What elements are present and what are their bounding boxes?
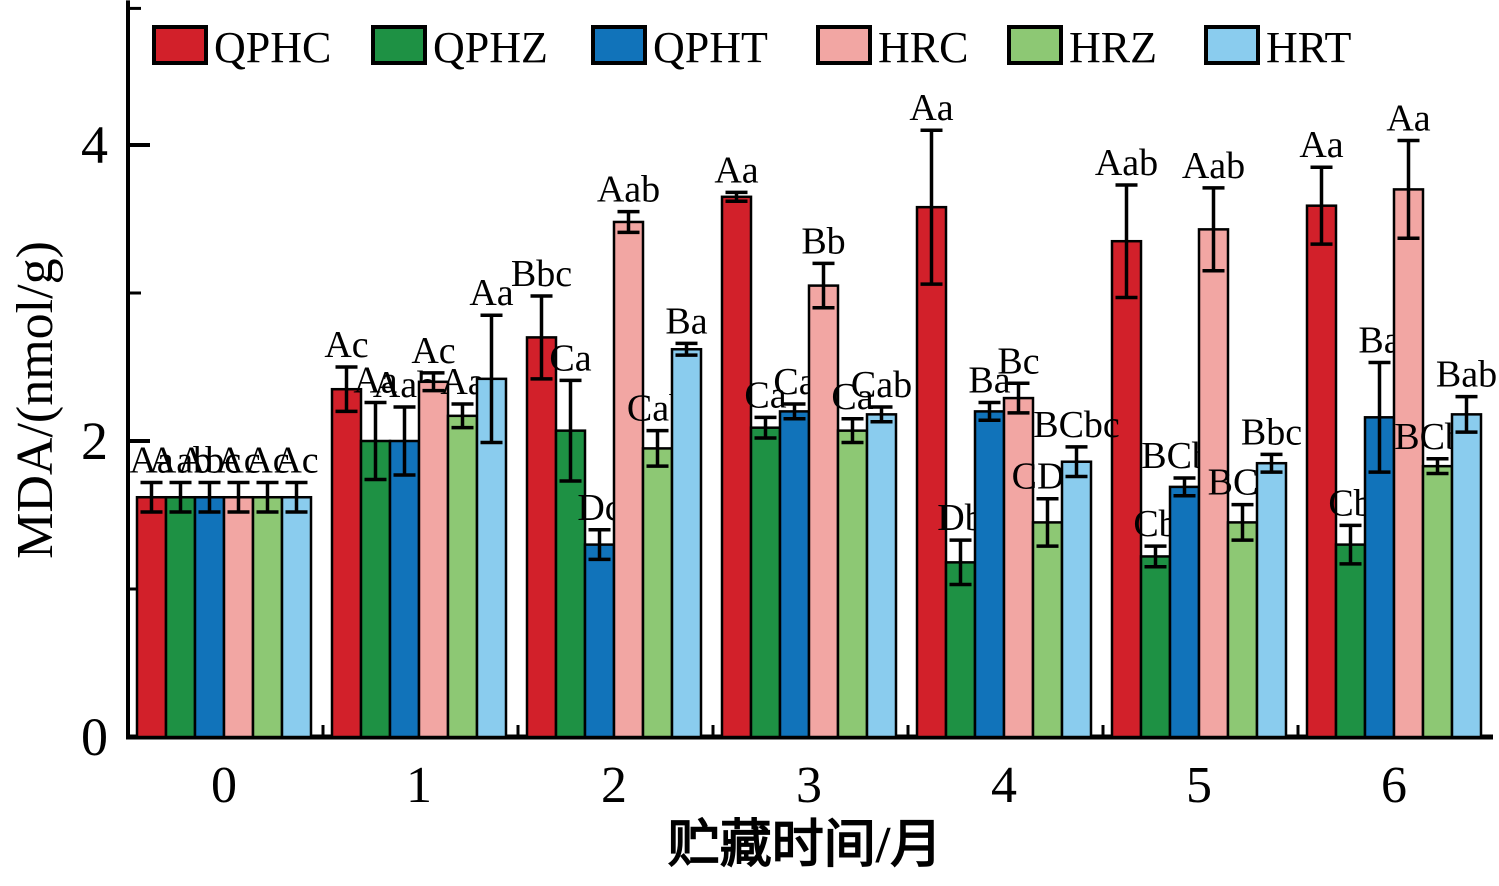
bar-qphc-3 [720, 195, 753, 739]
x-tick-label: 4 [991, 757, 1017, 814]
bar-hrt-3 [865, 413, 898, 739]
bar-qphc-2 [525, 336, 558, 739]
sig-label: Aa [469, 272, 513, 314]
sig-label: Aab [1182, 145, 1245, 187]
bar-qphc-6 [1305, 204, 1338, 739]
x-tick-label: 2 [601, 757, 627, 814]
bar-hrc-2 [612, 220, 645, 739]
bar-hrz-6 [1421, 464, 1454, 739]
sig-label: Ca [744, 374, 786, 416]
bar-hrc-5 [1197, 228, 1230, 739]
sig-label: Cab [851, 364, 912, 406]
bar-qphz-0 [164, 495, 197, 739]
bar-qphz-5 [1139, 555, 1172, 739]
legend-label-qphc: QPHC [214, 23, 331, 72]
bar-hrz-4 [1031, 521, 1064, 739]
bar-hrz-5 [1226, 521, 1259, 739]
sig-label: Ca [831, 376, 873, 418]
bar-qpht-1 [388, 439, 421, 739]
bar-hrz-3 [836, 429, 869, 739]
sig-label: Aab [1095, 142, 1158, 184]
bar-hrc-1 [417, 380, 450, 739]
legend-swatch-hrt [1204, 25, 1260, 65]
bar-hrt-2 [670, 347, 703, 739]
sig-label: Ca [549, 337, 591, 379]
bar-hrc-3 [807, 284, 840, 739]
legend-label-hrt: HRT [1266, 23, 1351, 72]
sig-label: Ac [324, 324, 368, 366]
legend-swatch-qphz [371, 25, 427, 65]
bar-hrt-0 [280, 495, 313, 739]
bar-qpht-4 [973, 410, 1006, 739]
y-tick-label: 4 [81, 115, 108, 175]
sig-label: Ba [665, 300, 707, 342]
sig-label: Bc [997, 340, 1039, 382]
legend-label-qpht: QPHT [653, 23, 768, 72]
bar-qpht-0 [193, 495, 226, 739]
legend-label-hrc: HRC [878, 23, 968, 72]
bar-qphc-5 [1110, 239, 1143, 739]
legend-label-qphz: QPHZ [433, 23, 548, 72]
legend-swatch-qpht [591, 25, 647, 65]
sig-label: Ac [216, 439, 260, 481]
bar-qpht-3 [778, 410, 811, 739]
x-tick-label: 0 [211, 757, 237, 814]
legend-label-hrz: HRZ [1069, 23, 1157, 72]
bar-qpht-5 [1168, 485, 1201, 739]
bar-qpht-2 [583, 543, 616, 739]
legend-swatch-hrc [816, 25, 872, 65]
bar-hrz-1 [446, 414, 479, 739]
sig-label: Bbc [511, 253, 572, 295]
bar-hrc-0 [222, 495, 255, 739]
bar-qphc-1 [330, 387, 363, 739]
bar-qphz-3 [749, 426, 782, 739]
y-tick-label: 0 [81, 707, 108, 767]
sig-label: Aab [149, 439, 212, 481]
sig-label: Ac [411, 330, 455, 372]
x-tick-label: 6 [1381, 757, 1407, 814]
bar-hrc-4 [1002, 396, 1035, 739]
x-tick-label: 5 [1186, 757, 1212, 814]
bar-qphz-4 [944, 561, 977, 739]
bar-qphc-4 [915, 205, 948, 739]
bar-hrz-2 [641, 447, 674, 739]
sig-label: Ba [968, 360, 1010, 402]
bar-hrt-4 [1060, 460, 1093, 739]
sig-label: Bab [1436, 354, 1497, 396]
legend-swatch-qphc [152, 25, 208, 65]
x-tick-label: 3 [796, 757, 822, 814]
bar-qphz-6 [1334, 543, 1367, 739]
y-axis-title: MDA/(nmol/g) [7, 241, 64, 559]
legend: QPHC QPHZ QPHT HRC HRZ HRT [152, 23, 1351, 72]
bar-hrt-6 [1450, 413, 1483, 739]
bar-qphz-1 [359, 439, 392, 739]
bar-hrc-6 [1392, 188, 1425, 739]
sig-label: Aa [1386, 98, 1430, 140]
sig-label: Aab [597, 169, 660, 211]
sig-label: Ac [245, 439, 289, 481]
x-axis-title: 贮藏时间/月 [668, 816, 942, 874]
sig-label: BCbc [1033, 404, 1120, 446]
sig-label: Aa [129, 439, 173, 481]
sig-label: Ac [274, 439, 318, 481]
legend-swatch-hrz [1007, 25, 1063, 65]
bar-hrt-5 [1255, 461, 1288, 739]
sig-label: Bb [801, 220, 845, 262]
sig-label: Bbc [1241, 411, 1302, 453]
y-tick-label: 2 [81, 411, 108, 471]
sig-label: Aa [353, 360, 397, 402]
sig-label: Abc [178, 439, 241, 481]
sig-label: Aa [1299, 124, 1343, 166]
bar-hrz-0 [251, 495, 284, 739]
sig-label: Aa [714, 149, 758, 191]
x-tick-label: 1 [406, 757, 432, 814]
sig-label: Aa [909, 87, 953, 129]
bar-qphc-0 [135, 495, 168, 739]
